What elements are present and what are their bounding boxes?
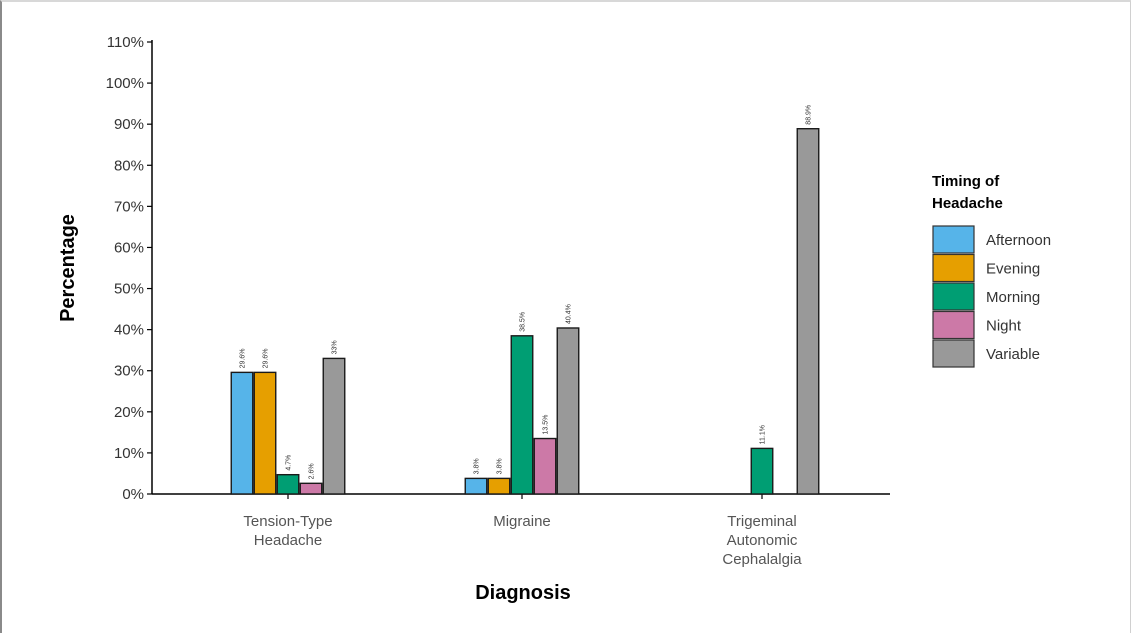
data-label-variable-2: 88.9% xyxy=(806,105,813,125)
legend-label-afternoon: Afternoon xyxy=(986,232,1051,249)
data-label-variable-0: 33% xyxy=(332,340,339,354)
bar-morning-1 xyxy=(510,335,534,495)
legend-swatch-variable xyxy=(932,339,975,368)
data-label-evening-0: 29.6% xyxy=(263,349,270,369)
x-axis-title: Diagnosis xyxy=(475,582,571,604)
y-axis: 0% 10% 20% 30% 40% 50% 60% 70% 80% 90% 100% 110% xyxy=(106,34,153,503)
legend-label-evening: Evening xyxy=(986,261,1040,278)
y-tick-label: 30% xyxy=(114,363,144,380)
legend-title: Timing of Headache xyxy=(932,173,1003,212)
bars xyxy=(230,128,820,495)
y-axis-title: Percentage xyxy=(57,214,79,322)
y-tick-label: 50% xyxy=(114,281,144,298)
data-label-evening-1: 3.8% xyxy=(497,458,504,474)
y-tick-label: 100% xyxy=(106,75,144,92)
bar-variable-1 xyxy=(556,327,580,495)
y-tick-label: 70% xyxy=(114,198,144,215)
legend-swatch-evening xyxy=(932,253,975,283)
bar-afternoon-0 xyxy=(230,371,254,495)
bar-evening-1 xyxy=(487,477,511,495)
y-tick-label: 80% xyxy=(114,157,144,174)
bar-night-0 xyxy=(299,482,323,495)
y-tick-label: 40% xyxy=(114,322,144,339)
x-tick-label: Tension-Type Headache xyxy=(243,513,332,549)
legend-label-morning: Morning xyxy=(986,289,1040,306)
bar-afternoon-1 xyxy=(464,477,488,495)
data-label-variable-1: 40.4% xyxy=(566,304,573,324)
data-label-afternoon-0: 29.6% xyxy=(240,349,247,369)
bar-night-1 xyxy=(533,437,557,495)
legend-swatch-morning xyxy=(932,282,975,311)
data-label-night-0: 2.6% xyxy=(309,463,316,479)
legend: Timing of Headache Afternoon Evening Morning… xyxy=(932,173,1051,368)
x-tick-label: Trigeminal Autonomic Cephalalgia xyxy=(722,513,802,568)
legend-label-variable: Variable xyxy=(986,346,1040,363)
legend-label-night: Night xyxy=(986,318,1022,335)
data-labels: 29.6% 3.8% 29.6% 3.8% 4.7% 38.5% 11.1% 2.6% 13.5… xyxy=(240,105,813,479)
y-tick-label: 110% xyxy=(107,34,144,51)
bar-morning-0 xyxy=(276,473,300,495)
y-tick-label: 60% xyxy=(114,239,144,256)
legend-swatch-night xyxy=(932,310,975,340)
data-label-morning-0: 4.7% xyxy=(286,455,293,471)
data-label-night-1: 13.5% xyxy=(543,415,550,435)
legend-swatch-afternoon xyxy=(932,225,975,254)
data-label-morning-2: 11.1% xyxy=(760,425,767,444)
bar-variable-2 xyxy=(796,128,820,495)
y-tick-label: 10% xyxy=(114,445,144,462)
bar-morning-2 xyxy=(750,447,774,495)
data-label-afternoon-1: 3.8% xyxy=(474,458,481,474)
x-tick-label: Migraine xyxy=(493,513,551,530)
data-label-morning-1: 38.5% xyxy=(520,312,527,332)
y-tick-label: 0% xyxy=(122,486,144,503)
y-tick-label: 90% xyxy=(114,116,144,133)
x-axis: Tension-Type Headache Migraine Trigeminal Au… xyxy=(152,493,890,568)
y-tick-label: 20% xyxy=(114,404,144,421)
bar-variable-0 xyxy=(322,357,346,495)
bar-evening-0 xyxy=(253,371,277,495)
